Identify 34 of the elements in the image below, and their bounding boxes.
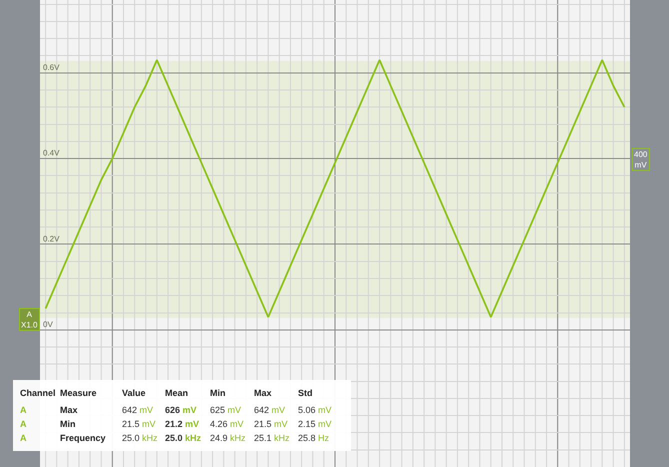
y-tick-label: 0.4V bbox=[43, 148, 60, 158]
annotation: 24.9 kHz bbox=[210, 433, 246, 443]
annotation: Channel bbox=[20, 388, 56, 398]
text: 400 mV bbox=[634, 150, 648, 170]
annotation: Max bbox=[254, 388, 272, 398]
annotation: 5.06 mV bbox=[298, 405, 332, 415]
annotation: Min bbox=[210, 388, 226, 398]
annotation: 25.0 kHz bbox=[165, 433, 202, 443]
text: A bbox=[20, 433, 27, 443]
annotation: 4.26 mV bbox=[210, 419, 244, 429]
text: A X1.0 bbox=[21, 310, 38, 330]
annotation: 25.0 kHz bbox=[122, 433, 158, 443]
annotation: 21.2 mV bbox=[165, 419, 200, 429]
annotation: Measure bbox=[60, 388, 97, 398]
y-tick-label: 0.6V bbox=[43, 63, 60, 72]
annotation: Mean bbox=[165, 388, 188, 398]
annotation: Std bbox=[298, 388, 312, 398]
annotation: Max bbox=[60, 405, 78, 415]
annotation: 626 mV bbox=[165, 405, 197, 415]
annotation: 2.15 mV bbox=[298, 419, 332, 429]
annotation: 25.1 kHz bbox=[254, 433, 290, 443]
annotation: Frequency bbox=[60, 433, 106, 443]
annotation: Value bbox=[122, 388, 146, 398]
annotation: 625 mV bbox=[210, 405, 242, 415]
annotation: 642 mV bbox=[122, 405, 154, 415]
annotation: 21.5 mV bbox=[122, 419, 156, 429]
text: A bbox=[20, 419, 27, 429]
annotation: 25.8 Hz bbox=[298, 433, 330, 443]
text: A bbox=[20, 405, 27, 415]
annotation: 21.5 mV bbox=[254, 419, 288, 429]
annotation: Min bbox=[60, 419, 76, 429]
y-tick-label: 0V bbox=[43, 320, 54, 330]
annotation: 642 mV bbox=[254, 405, 286, 415]
y-tick-label: 0.2V bbox=[43, 234, 60, 244]
